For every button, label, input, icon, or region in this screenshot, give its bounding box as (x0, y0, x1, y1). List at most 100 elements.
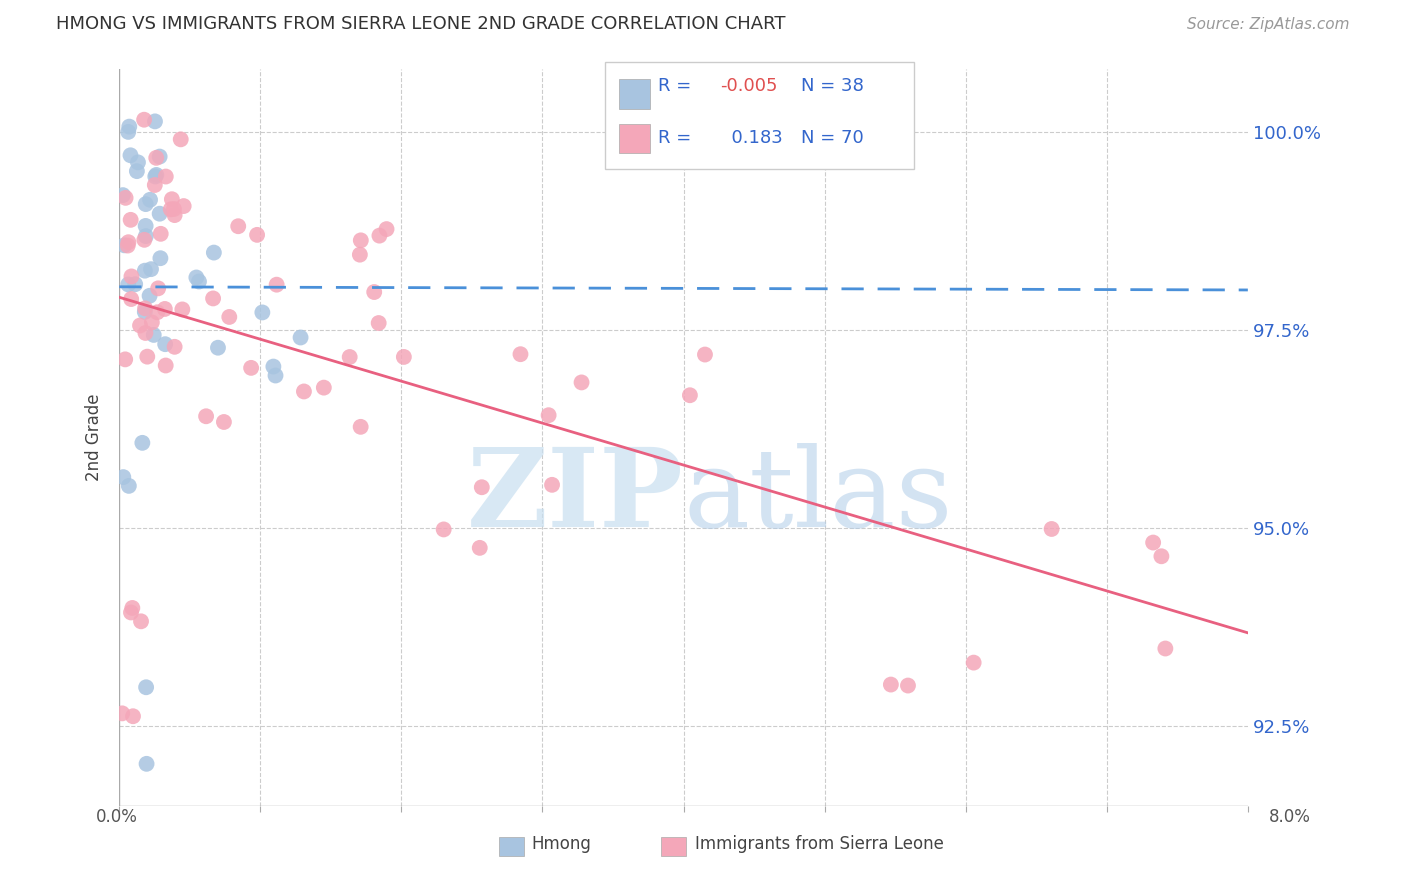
Point (1142, 535, 1164, 549)
Point (693, 347, 716, 361)
Point (367, 316, 389, 330)
Point (117, 238, 139, 252)
Point (134, 305, 156, 319)
Point (155, 169, 177, 184)
Point (136, 350, 159, 364)
Point (170, 132, 193, 146)
Text: N = 70: N = 70 (801, 128, 865, 146)
Point (122, 709, 145, 723)
Point (134, 326, 156, 340)
Point (153, 301, 176, 316)
Point (149, 227, 172, 241)
Point (117, 235, 139, 250)
Point (266, 277, 288, 292)
Point (1154, 641, 1177, 656)
Point (392, 350, 415, 364)
Point (146, 281, 169, 295)
Text: atlas: atlas (683, 442, 953, 549)
Point (117, 125, 139, 139)
Point (312, 381, 335, 395)
Point (375, 222, 398, 236)
Point (290, 330, 312, 344)
Point (468, 541, 491, 555)
Point (159, 202, 181, 217)
Point (509, 347, 531, 361)
Text: 0.183: 0.183 (720, 128, 783, 146)
Point (135, 756, 157, 771)
Point (141, 315, 163, 329)
Point (163, 202, 186, 216)
Point (195, 409, 218, 424)
Point (134, 233, 156, 247)
Point (368, 228, 391, 243)
Point (129, 318, 152, 333)
Point (262, 359, 284, 374)
Point (135, 219, 157, 233)
Point (149, 150, 172, 164)
Text: -0.005: -0.005 (720, 77, 778, 95)
Point (114, 191, 136, 205)
Point (134, 263, 156, 277)
Point (160, 192, 183, 206)
Point (143, 178, 166, 192)
Point (127, 155, 149, 169)
Point (124, 277, 146, 292)
Point (188, 275, 211, 289)
Point (339, 350, 361, 364)
Point (212, 415, 235, 429)
Point (153, 337, 176, 351)
Point (880, 677, 903, 691)
Point (226, 219, 249, 234)
Point (292, 384, 315, 399)
Point (142, 327, 165, 342)
Point (571, 376, 593, 390)
Point (143, 169, 166, 184)
Point (120, 269, 142, 284)
Point (112, 238, 135, 252)
Point (155, 359, 177, 373)
Point (207, 341, 229, 355)
Point (202, 292, 225, 306)
Point (350, 233, 373, 247)
Point (172, 302, 194, 317)
Point (125, 164, 148, 178)
Text: ZIP: ZIP (467, 442, 683, 549)
Y-axis label: 2nd Grade: 2nd Grade (86, 393, 103, 481)
Text: N = 38: N = 38 (801, 77, 865, 95)
Point (363, 285, 385, 299)
Text: Hmong: Hmong (531, 835, 592, 853)
Point (111, 188, 134, 202)
Text: R =: R = (658, 77, 697, 95)
Point (120, 606, 142, 620)
Point (135, 197, 157, 211)
Point (897, 679, 920, 693)
Point (246, 227, 269, 242)
Point (163, 340, 186, 354)
Text: R =: R = (658, 128, 697, 146)
Text: 0.0%: 0.0% (96, 808, 138, 826)
Point (145, 168, 167, 182)
Point (131, 435, 153, 450)
Point (139, 193, 162, 207)
Point (149, 251, 172, 265)
Point (1040, 522, 1063, 536)
Point (349, 247, 371, 261)
Point (138, 289, 160, 303)
Point (120, 292, 142, 306)
Point (139, 262, 162, 277)
Point (163, 208, 186, 222)
Point (350, 420, 373, 434)
Point (1150, 549, 1173, 564)
Point (541, 478, 564, 492)
Point (433, 523, 456, 537)
Point (118, 120, 141, 134)
Point (218, 310, 240, 324)
Point (134, 301, 156, 316)
Point (117, 277, 139, 292)
Point (146, 305, 169, 319)
Text: HMONG VS IMMIGRANTS FROM SIERRA LEONE 2ND GRADE CORRELATION CHART: HMONG VS IMMIGRANTS FROM SIERRA LEONE 2N… (56, 14, 786, 32)
Text: 8.0%: 8.0% (1268, 808, 1310, 826)
Point (120, 212, 142, 227)
Point (135, 229, 157, 244)
Point (111, 706, 134, 721)
